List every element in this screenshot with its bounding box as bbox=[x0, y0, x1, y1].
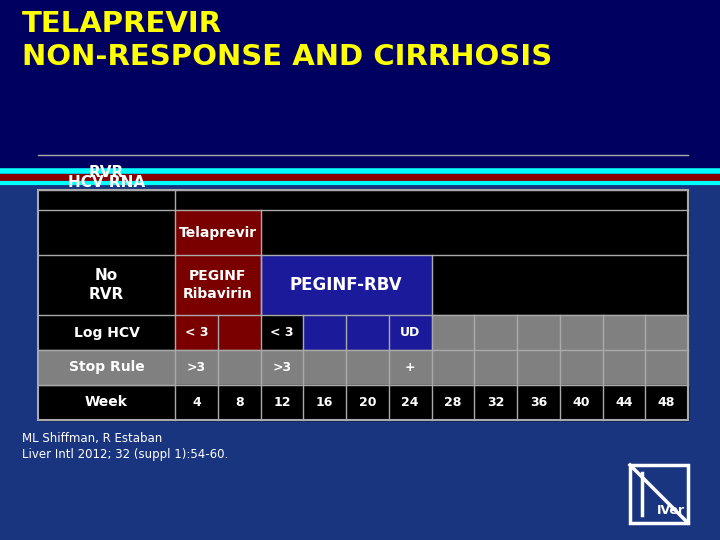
Text: >3: >3 bbox=[272, 361, 292, 374]
Bar bbox=[261, 255, 431, 315]
Text: 36: 36 bbox=[530, 396, 547, 409]
Text: 16: 16 bbox=[316, 396, 333, 409]
Text: 32: 32 bbox=[487, 396, 504, 409]
Bar bbox=[175, 255, 261, 315]
Text: 24: 24 bbox=[401, 396, 419, 409]
Text: >3: >3 bbox=[186, 361, 206, 374]
Bar bbox=[303, 315, 346, 350]
Bar bbox=[603, 315, 645, 350]
Bar bbox=[431, 385, 474, 420]
Text: 40: 40 bbox=[572, 396, 590, 409]
Bar bbox=[603, 350, 645, 385]
Text: 48: 48 bbox=[658, 396, 675, 409]
Text: ML Shiffman, R Estaban: ML Shiffman, R Estaban bbox=[22, 432, 162, 445]
Text: 44: 44 bbox=[615, 396, 633, 409]
Bar bbox=[630, 465, 688, 523]
Bar bbox=[38, 190, 688, 420]
Text: Log HCV: Log HCV bbox=[73, 326, 140, 340]
Bar bbox=[217, 385, 261, 420]
Text: Liver Intl 2012; 32 (suppl 1):54-60.: Liver Intl 2012; 32 (suppl 1):54-60. bbox=[22, 448, 228, 461]
Bar bbox=[630, 465, 688, 523]
Bar bbox=[175, 315, 217, 350]
Text: 20: 20 bbox=[359, 396, 376, 409]
Bar bbox=[645, 350, 688, 385]
Bar bbox=[261, 315, 303, 350]
Bar bbox=[389, 315, 431, 350]
Bar bbox=[559, 315, 603, 350]
Bar bbox=[431, 315, 474, 350]
Bar bbox=[603, 385, 645, 420]
Text: IVer: IVer bbox=[657, 504, 685, 517]
Text: 4: 4 bbox=[192, 396, 201, 409]
Text: Week: Week bbox=[85, 395, 128, 409]
Text: Telaprevir: Telaprevir bbox=[179, 226, 257, 240]
Bar bbox=[217, 315, 261, 350]
Bar bbox=[517, 350, 559, 385]
Text: 28: 28 bbox=[444, 396, 462, 409]
Bar bbox=[346, 315, 389, 350]
Text: 8: 8 bbox=[235, 396, 243, 409]
Text: PEGINF-RBV: PEGINF-RBV bbox=[289, 276, 402, 294]
Bar bbox=[38, 350, 175, 385]
Bar bbox=[261, 385, 303, 420]
Bar bbox=[559, 385, 603, 420]
Bar bbox=[303, 385, 346, 420]
Text: < 3: < 3 bbox=[270, 326, 294, 339]
Text: RVR: RVR bbox=[89, 165, 124, 180]
Bar bbox=[645, 385, 688, 420]
Bar bbox=[645, 315, 688, 350]
Bar bbox=[346, 385, 389, 420]
Bar bbox=[431, 350, 474, 385]
Bar bbox=[389, 350, 431, 385]
Bar bbox=[261, 350, 303, 385]
Text: < 3: < 3 bbox=[184, 326, 208, 339]
Bar bbox=[217, 350, 261, 385]
Text: HCV RNA: HCV RNA bbox=[68, 175, 145, 190]
Bar bbox=[346, 350, 389, 385]
Bar bbox=[517, 385, 559, 420]
Bar bbox=[175, 350, 217, 385]
Bar bbox=[474, 315, 517, 350]
Bar bbox=[175, 210, 261, 255]
Bar bbox=[389, 385, 431, 420]
Text: No
RVR: No RVR bbox=[89, 268, 124, 302]
Bar bbox=[0, 0, 720, 175]
Bar bbox=[474, 350, 517, 385]
Bar bbox=[559, 350, 603, 385]
Text: TELAPREVIR: TELAPREVIR bbox=[22, 10, 222, 38]
Bar bbox=[517, 315, 559, 350]
Text: UD: UD bbox=[400, 326, 420, 339]
Bar bbox=[303, 350, 346, 385]
Text: NON-RESPONSE AND CIRRHOSIS: NON-RESPONSE AND CIRRHOSIS bbox=[22, 43, 552, 71]
Text: Stop Rule: Stop Rule bbox=[68, 361, 145, 375]
Bar bbox=[38, 190, 688, 420]
Text: PEGINF
Ribavirin: PEGINF Ribavirin bbox=[183, 269, 253, 301]
Text: +: + bbox=[405, 361, 415, 374]
Bar bbox=[175, 385, 217, 420]
Bar bbox=[474, 385, 517, 420]
Text: 12: 12 bbox=[273, 396, 291, 409]
